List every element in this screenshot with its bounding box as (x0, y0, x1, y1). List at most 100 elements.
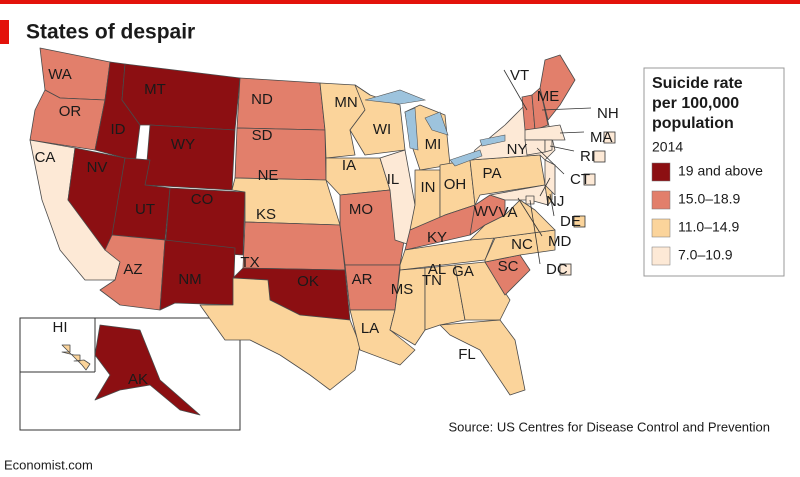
state-label: NC (511, 236, 533, 253)
state (454, 261, 511, 321)
state-label: ID (111, 121, 126, 138)
title: States of despair (26, 21, 195, 44)
state-label: NE (258, 167, 279, 184)
leader-line (549, 193, 555, 217)
state-swatch (559, 263, 572, 276)
state-label: MS (391, 281, 414, 298)
state-label: IN (421, 179, 436, 196)
legend: Suicide rate per 100,000 population 2014 19 … (651, 75, 763, 266)
title-marker (0, 20, 9, 44)
leader-line (541, 107, 592, 111)
state-label: VT (510, 67, 529, 84)
legend-swatch (651, 218, 671, 238)
state-label: AZ (123, 261, 142, 278)
state-swatch (573, 215, 586, 228)
lake (364, 89, 427, 105)
state-label: KS (256, 206, 276, 223)
state-label: TX (240, 254, 259, 271)
lake (404, 107, 419, 151)
state-label: MO (349, 201, 373, 218)
state (199, 277, 361, 391)
state-label: MI (425, 136, 442, 153)
state (439, 319, 526, 396)
state (164, 187, 246, 256)
leader-line (539, 177, 551, 197)
state-label: CA (35, 149, 56, 166)
state-label: NY (507, 141, 528, 158)
state-label: MA (590, 129, 613, 146)
leader-line (517, 197, 543, 237)
legend-year: 2014 (652, 139, 683, 155)
legend-title: per 100,000 (652, 95, 739, 112)
state-label: SC (498, 258, 519, 275)
state-label: MN (334, 94, 357, 111)
state (325, 157, 391, 196)
state-label: AL (428, 261, 446, 278)
state-label: NV (87, 159, 108, 176)
state (231, 177, 341, 226)
states-layer (29, 47, 576, 416)
state-label: CT (570, 171, 590, 188)
state-label: TN (422, 272, 442, 289)
legend-label: 7.0–10.9 (678, 247, 733, 263)
state-label: FL (458, 346, 476, 363)
state-label: WV (474, 203, 498, 220)
state (531, 87, 549, 131)
state-label: AK (128, 371, 148, 388)
state-label: DC (546, 261, 568, 278)
lake (424, 111, 449, 136)
state-label: ME (537, 88, 560, 105)
legend-label: 19 and above (678, 163, 763, 179)
state-label: CO (191, 191, 214, 208)
state (524, 124, 566, 141)
lake (479, 134, 506, 147)
state-label: OK (297, 273, 319, 290)
legend-label: 11.0–14.9 (678, 219, 739, 235)
state-label: DE (560, 213, 581, 230)
leader-line (536, 147, 565, 175)
state (234, 127, 327, 181)
state-label: OR (59, 103, 82, 120)
state (539, 54, 576, 121)
state-label: SD (252, 127, 273, 144)
state (121, 63, 241, 131)
source: Source: US Centres for Disease Control a… (448, 419, 770, 434)
state-label: ND (251, 91, 273, 108)
legend-swatch (651, 162, 671, 182)
state-label: WI (373, 121, 391, 138)
state-label: WA (48, 66, 72, 83)
lake (449, 149, 483, 167)
state-label: VA (499, 204, 518, 221)
state-label: MT (144, 81, 166, 98)
state-label: NM (178, 271, 201, 288)
state (61, 344, 91, 371)
state (144, 124, 236, 191)
state (424, 264, 466, 331)
legend-swatch (651, 246, 671, 266)
legend-title: population (652, 115, 734, 132)
state-label: NJ (546, 193, 564, 210)
legend-title: Suicide rate (652, 75, 743, 92)
leader-line (503, 69, 528, 111)
leader-line (529, 199, 541, 265)
state (159, 239, 236, 311)
legend-label: 15.0–18.9 (678, 191, 740, 207)
state-label: KY (427, 229, 447, 246)
state-label: IA (342, 157, 356, 174)
state-label: IL (387, 171, 400, 188)
state (544, 139, 553, 153)
state-label: WY (171, 136, 195, 153)
state-label: MD (548, 233, 571, 250)
state-label: AR (352, 271, 373, 288)
state-label: NH (597, 105, 619, 122)
state-label: UT (135, 201, 155, 218)
state (94, 324, 201, 416)
state (469, 199, 556, 241)
state-swatch (593, 150, 606, 163)
state-label: LA (361, 320, 379, 337)
labels-layer: WA OR CA NV ID MT WY UT CO AZ NM ND SD NE KS OK TX MN IA MO… (35, 66, 619, 388)
state (544, 159, 556, 196)
top-rule (0, 0, 800, 4)
state-label: RI (580, 148, 595, 165)
